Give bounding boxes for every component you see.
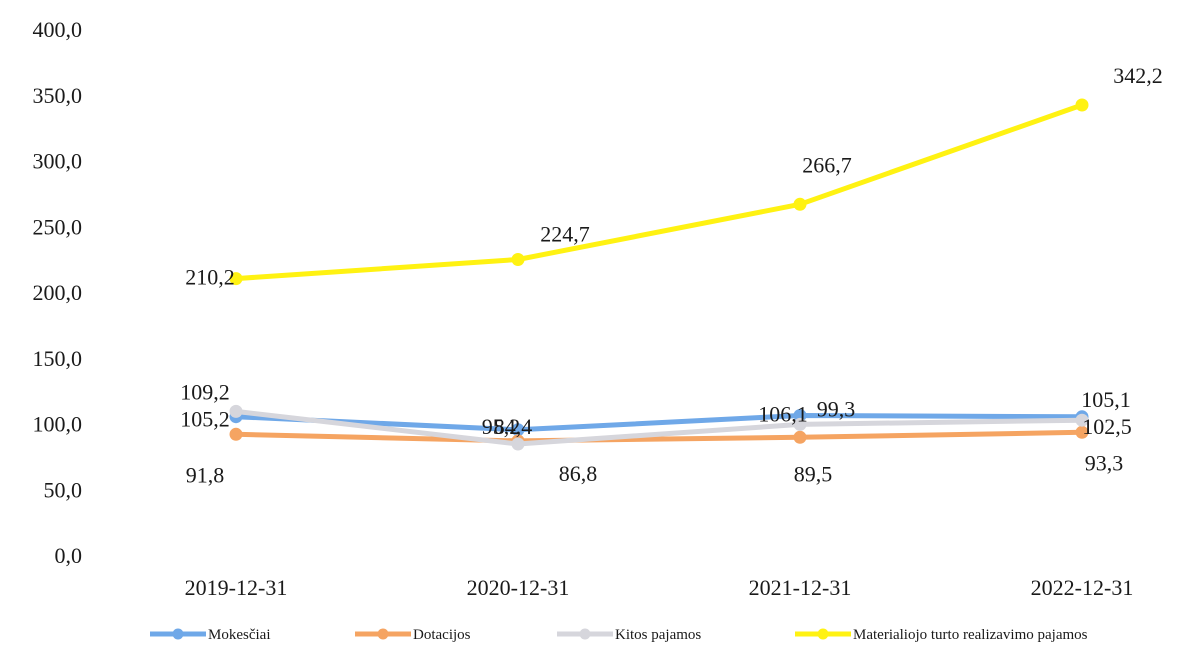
y-tick-label: 400,0 [33,17,83,42]
legend-marker [817,628,829,640]
data-label: 266,7 [802,152,852,177]
y-tick-label: 100,0 [33,412,83,437]
legend-marker [172,628,184,640]
legend-marker [579,628,591,640]
x-axis: 2019-12-31 2020-12-31 2021-12-31 2022-12-31 [185,575,1134,600]
data-point [1075,413,1089,427]
data-label: 109,2 [180,379,230,404]
series-materialiojo-turto-realizavimo-pajamos [229,98,1089,286]
legend-item-mokesciai: Mokesčiai [150,627,270,643]
data-point [793,430,807,444]
y-tick-label: 250,0 [33,214,83,239]
data-label: 84,4 [494,414,533,439]
legend-item-dotacijos: Dotacijos [355,627,471,643]
y-tick-label: 350,0 [33,83,83,108]
series-layer [229,98,1089,451]
data-label: 95,2 [482,414,521,439]
data-point [511,437,525,451]
data-label: 105,1 [1081,387,1131,412]
y-tick-label: 0,0 [55,543,83,568]
data-label: 102,5 [1082,414,1132,439]
y-tick-label: 50,0 [44,477,83,502]
x-tick-label: 2020-12-31 [467,575,570,600]
legend-marker [377,628,389,640]
data-label: 106,1 [758,401,808,426]
data-label: 89,5 [794,461,833,486]
data-point [1075,425,1089,439]
series-dotacijos [229,425,1089,448]
legend-label: Mokesčiai [208,627,270,643]
series-line [233,408,1085,447]
data-label: 99,3 [817,396,856,421]
data-point [793,197,807,211]
data-label: 210,2 [185,265,235,290]
series-line [233,413,1085,433]
legend: Mokesčiai Dotacijos Kitos pajamos Materiali… [150,627,1088,643]
x-tick-label: 2019-12-31 [185,575,288,600]
data-point [793,417,807,431]
series-line [233,102,1085,282]
x-tick-label: 2021-12-31 [749,575,852,600]
legend-label: Kitos pajamos [615,627,701,643]
data-point [229,427,243,441]
legend-label: Dotacijos [413,627,471,643]
data-label: 91,8 [186,462,225,487]
data-point [511,253,525,266]
y-tick-label: 300,0 [33,149,83,174]
y-axis: 0,0 50,0 100,0 150,0 200,0 250,0 300,0 350,0 400… [33,17,83,568]
data-point [511,423,525,437]
data-label: 342,2 [1113,63,1163,88]
data-labels: 105,2 95,2 106,1 105,1 91,8 86,8 89,5 93,3 109,2… [180,63,1163,487]
data-label: 224,7 [540,222,590,247]
series-line [233,429,1085,444]
y-tick-label: 150,0 [33,346,83,371]
legend-item-materialiojo-turto-realizavimo-pajamos: Materialiojo turto realizavimo pajamos [795,627,1088,643]
data-point [229,404,243,418]
series-kitos-pajamos [229,404,1089,451]
y-tick-label: 200,0 [33,280,83,305]
data-point [793,409,807,422]
x-tick-label: 2022-12-31 [1031,575,1134,600]
data-label: 93,3 [1085,450,1124,475]
data-label: 105,2 [180,407,230,432]
data-label: 86,8 [559,461,598,486]
legend-item-kitos-pajamos: Kitos pajamos [557,627,701,643]
data-point [229,272,243,286]
data-point [1075,98,1089,112]
legend-label: Materialiojo turto realizavimo pajamos [853,627,1088,643]
